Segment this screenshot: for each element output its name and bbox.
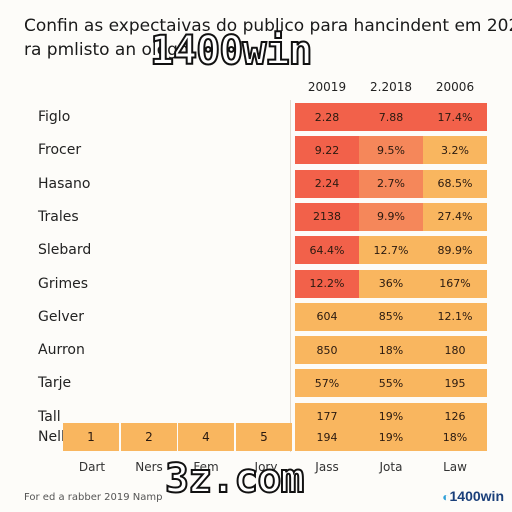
x-axis-label: Law [443,460,467,474]
row-label: Gelver [38,308,85,325]
heatmap-cell: 850 [295,336,359,365]
heatmap-cell: 12.7% [359,236,423,265]
watermark-top: 1400win [149,27,314,75]
heatmap-cell: 180 [423,336,487,365]
heatmap-cell: 12.1% [423,302,487,331]
row-label: Frocer [38,142,82,159]
heatmap-cell: 604 [295,302,359,331]
row-label: Trales [38,208,79,225]
footer-note: For ed a rabber 2019 Namp [24,492,163,503]
heatmap-cell: 2.28 [295,103,359,131]
row-label: Figlo [38,109,71,125]
column-header: 20006 [435,80,475,94]
row-label: Hasano [38,175,91,192]
x-axis-label: Jass [315,460,339,474]
heatmap-cell: 167% [423,269,487,298]
chart-title-line-1: Confin as expectaivas do publico para ha… [24,16,512,36]
heatmap-cell: 68.5% [423,169,487,198]
heatmap-cell: 36% [359,269,423,298]
heatmap-cell: 9.22 [295,136,359,165]
heatmap-cell: 19% [359,423,423,451]
heatmap-cell: 2.7% [359,169,423,198]
heatmap-cell: 18% [423,423,487,451]
column-header: 20019 [307,80,347,94]
bottom-row-cell: 4 [178,423,234,451]
row-label: Slebard [38,242,92,259]
heatmap-cell: 7.88 [359,103,423,131]
logo-text: 1400win [449,488,504,504]
heatmap-cell: 64.4% [295,236,359,265]
row-label: Tall [38,408,61,425]
x-axis-label: Jory [254,460,278,474]
chart-title-line-2: ra pmlisto an olegn [24,40,189,60]
heatmap-cell: 2.24 [295,169,359,198]
x-axis-label: Ners [135,460,163,474]
heatmap-cell: 27.4% [423,202,487,231]
heatmap-cell: 9.5% [359,136,423,165]
x-axis-label: Dart [78,460,106,474]
row-label: Tarje [38,375,72,392]
row-label: Aurron [38,342,85,359]
x-axis-label: Fem [193,460,219,474]
heatmap-cell: 55% [359,369,423,398]
logo-icon: ◐ [442,490,450,504]
row-label: Grimes [38,275,89,292]
heatmap-cell: 3.2% [423,136,487,165]
heatmap-cell: 85% [359,302,423,331]
column-header: 2.2018 [370,80,412,94]
brand-logo: ◐1400win [442,488,504,504]
heatmap-cell: 89.9% [423,236,487,265]
watermark-bottom: 3z.com [164,455,305,503]
heatmap-cell: 17.4% [423,103,487,131]
chart-title: Confin as expectaivas do publico para ha… [24,14,512,62]
heatmap-cell: 9.9% [359,202,423,231]
heatmap-cell: 195 [423,369,487,398]
bottom-row-cell: 5 [236,423,292,451]
x-axis-label: Jota [379,460,403,474]
heatmap-cell: 57% [295,369,359,398]
heatmap-cell: 2138 [295,202,359,231]
bottom-row-label: Nell [38,429,65,445]
heatmap-cell: 12.2% [295,269,359,298]
column-divider [290,100,291,452]
heatmap-cell: 194 [295,423,359,451]
bottom-row-cell: 1 [63,423,119,451]
bottom-row-cell: 2 [121,423,177,451]
heatmap-cell: 18% [359,336,423,365]
